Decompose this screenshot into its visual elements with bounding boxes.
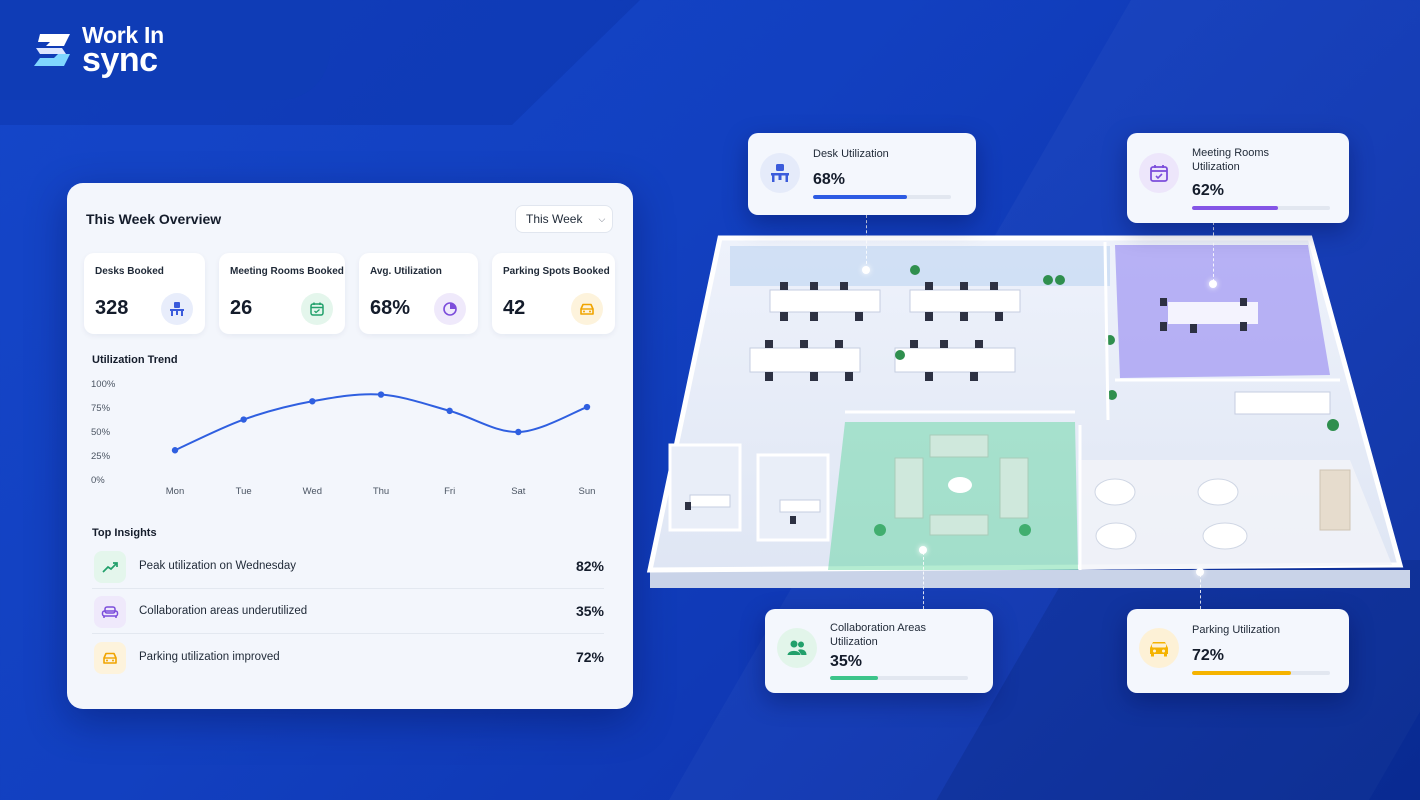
parking-utilization-bar	[1192, 671, 1330, 675]
meeting-utilization-bar	[1192, 206, 1330, 210]
collaboration-utilization-card[interactable]: Collaboration Areas Utilization 35%	[765, 609, 993, 693]
meeting-marker	[1209, 280, 1217, 288]
callout-title: Parking Utilization	[1192, 624, 1281, 636]
top-insights-title: Top Insights	[92, 527, 157, 539]
brand-logo[interactable]: Work In sync	[30, 22, 164, 79]
parking-utilization-card[interactable]: Parking Utilization 72%	[1127, 609, 1349, 693]
trend-point[interactable]	[309, 398, 316, 405]
desk-icon	[161, 293, 193, 325]
x-tick-label: Sun	[579, 486, 596, 497]
meeting-connector	[1213, 222, 1214, 282]
x-tick-label: Wed	[303, 486, 322, 497]
collaboration-marker	[919, 546, 927, 554]
progress-fill	[813, 195, 907, 199]
car-icon	[94, 642, 126, 674]
desk-connector	[866, 215, 867, 269]
y-tick-label: 25%	[91, 451, 111, 462]
insight-value: 72%	[575, 649, 604, 665]
trend-point[interactable]	[171, 447, 179, 454]
y-tick-label: 100%	[91, 379, 116, 390]
week-overview-panel: This Week Overview This Week ⌵ Desks Boo…	[67, 183, 633, 709]
brand-name-line2: sync	[82, 40, 158, 79]
x-tick-label: Thu	[373, 486, 389, 497]
desk-utilization-bar	[813, 195, 951, 199]
trend-point[interactable]	[583, 403, 591, 411]
insight-value: 82%	[575, 558, 604, 574]
panel-title: This Week Overview	[86, 211, 222, 227]
y-tick-label: 0%	[91, 475, 105, 486]
callout-title: Desk Utilization	[813, 148, 889, 160]
insight-value: 35%	[575, 603, 604, 619]
trend-point[interactable]	[446, 407, 453, 415]
stat-value: 68%	[370, 297, 411, 319]
x-tick-label: Tue	[236, 486, 252, 497]
desk-marker	[862, 266, 870, 274]
stat-label: Desks Booked	[95, 266, 164, 277]
brand-name-line1: Work In	[82, 22, 164, 48]
y-tick-label: 50%	[91, 427, 111, 438]
collaboration-utilization-bar	[830, 676, 968, 680]
parking-connector	[1200, 574, 1201, 609]
desk-utilization-card[interactable]: Desk Utilization 68%	[748, 133, 976, 215]
trend-line	[174, 393, 588, 452]
collaboration-connector	[923, 552, 924, 609]
trend-point[interactable]	[377, 391, 385, 398]
x-tick-label: Fri	[444, 486, 455, 497]
chevron-down-icon: ⌵	[598, 213, 606, 224]
pie-chart-icon	[434, 293, 466, 325]
stat-card-desks[interactable]: Desks Booked 328	[84, 253, 205, 334]
callout-title: Meeting Rooms Utilization	[1192, 147, 1270, 173]
callout-title: Collaboration Areas Utilization	[830, 622, 927, 648]
stat-value: 328	[95, 297, 129, 319]
callout-value: 72%	[1192, 647, 1225, 664]
insight-row-peak[interactable]: Peak utilization on Wednesday 82%	[92, 545, 604, 589]
utilization-trend-title: Utilization Trend	[92, 354, 178, 366]
trend-point[interactable]	[515, 428, 522, 436]
logo-mark-icon	[30, 28, 74, 72]
insight-text: Collaboration areas underutilized	[139, 605, 308, 617]
progress-fill	[830, 676, 879, 680]
x-tick-label: Sat	[511, 486, 526, 497]
calendar-icon	[301, 293, 333, 325]
trend-point[interactable]	[240, 416, 247, 423]
progress-fill	[1192, 206, 1278, 210]
x-tick-label: Mon	[166, 486, 184, 497]
stat-label: Avg. Utilization	[370, 266, 442, 277]
parking-marker	[1196, 568, 1204, 576]
brand-name: Work In sync	[82, 22, 164, 79]
stat-label: Meeting Rooms Booked	[230, 266, 344, 277]
sofa-icon	[94, 596, 126, 628]
insight-row-collaboration[interactable]: Collaboration areas underutilized 35%	[92, 590, 604, 634]
date-range-select[interactable]: This Week ⌵	[515, 205, 613, 233]
trend-up-icon	[94, 551, 126, 583]
insight-text: Peak utilization on Wednesday	[139, 560, 297, 572]
date-range-value: This Week	[526, 212, 583, 226]
stat-card-avg-utilization[interactable]: Avg. Utilization 68%	[359, 253, 478, 334]
insight-text: Parking utilization improved	[139, 651, 280, 663]
car-icon	[571, 293, 603, 325]
y-tick-label: 75%	[91, 403, 111, 414]
people-icon	[777, 628, 817, 668]
stat-label: Parking Spots Booked	[503, 266, 610, 277]
calendar-icon	[1139, 153, 1179, 193]
callout-value: 35%	[830, 653, 863, 670]
car-icon	[1139, 628, 1179, 668]
utilization-trend-chart: 100% 75% 50% 25% 0% Mon Tue Wed Thu Fri Sat Sun	[87, 378, 617, 498]
insight-row-parking[interactable]: Parking utilization improved 72%	[92, 636, 604, 680]
desk-icon	[760, 153, 800, 193]
stat-value: 26	[230, 297, 253, 319]
stat-value: 42	[503, 297, 526, 319]
progress-fill	[1192, 671, 1292, 675]
stat-card-meeting-rooms[interactable]: Meeting Rooms Booked 26	[219, 253, 345, 334]
callout-value: 62%	[1192, 182, 1225, 199]
callout-value: 68%	[813, 171, 846, 188]
meeting-rooms-utilization-card[interactable]: Meeting Rooms Utilization 62%	[1127, 133, 1349, 223]
stat-card-parking[interactable]: Parking Spots Booked 42	[492, 253, 615, 334]
office-floor-plan	[640, 230, 1420, 600]
